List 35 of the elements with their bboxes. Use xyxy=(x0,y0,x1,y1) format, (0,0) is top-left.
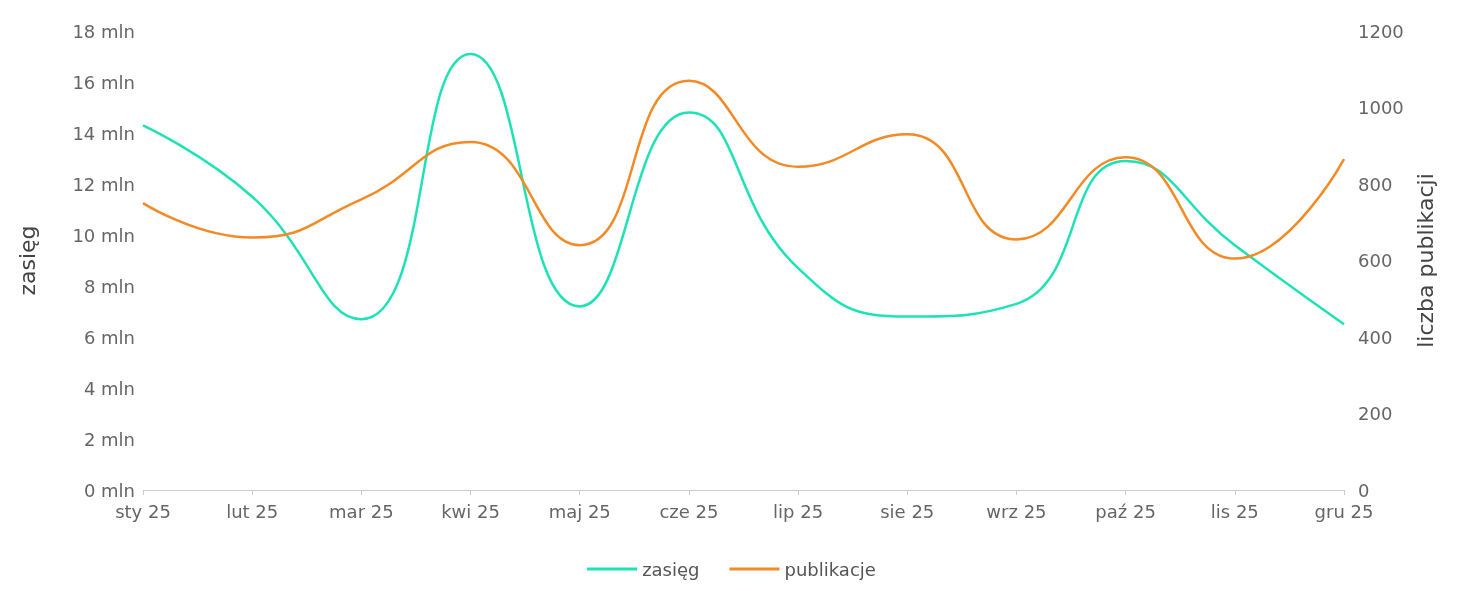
y-tick-label: 4 mln xyxy=(83,377,135,399)
y-tick-label: 2 mln xyxy=(83,428,135,450)
line-series xyxy=(141,79,1346,260)
y-tick-label: 8 mln xyxy=(83,275,135,297)
y-tick-label: 16 mln xyxy=(72,71,135,93)
x-tick-label: mar 25 xyxy=(329,500,394,522)
y-tick-label: 10 mln xyxy=(72,224,135,246)
y-tick-label: 18 mln xyxy=(72,20,135,42)
y2-axis-title: liczba publikacji xyxy=(1413,173,1439,348)
x-tick-label: lut 25 xyxy=(226,500,279,522)
x-tick-label: wrz 25 xyxy=(986,500,1047,522)
x-tick-label: cze 25 xyxy=(659,500,719,522)
y-tick-label: 6 mln xyxy=(83,326,135,348)
x-tick-label: lip 25 xyxy=(773,500,824,522)
x-tick-label: maj 25 xyxy=(548,500,611,522)
y2-tick-label: 600 xyxy=(1358,250,1393,271)
y-tick-label: 14 mln xyxy=(72,122,135,144)
x-tick-label: gru 25 xyxy=(1314,500,1374,522)
x-tick-label: kwi 25 xyxy=(441,500,500,522)
x-tick-label: sie 25 xyxy=(880,500,935,522)
legend-label: zasięg xyxy=(642,558,700,580)
x-tick-label: sty 25 xyxy=(115,500,171,522)
y2-tick-label: 400 xyxy=(1358,326,1393,348)
legend-label: publikacje xyxy=(784,558,876,580)
y2-tick-label: 1200 xyxy=(1358,20,1404,42)
y2-tick-label: 0 xyxy=(1358,479,1370,501)
y2-tick-label: 800 xyxy=(1358,173,1393,195)
line-series xyxy=(141,52,1346,326)
y2-tick-label: 200 xyxy=(1358,403,1393,424)
y-axis-title: zasięg xyxy=(14,225,40,296)
x-tick-label: paź 25 xyxy=(1095,500,1156,522)
y-tick-label: 0 mln xyxy=(83,479,135,501)
y2-tick-label: 1000 xyxy=(1358,97,1404,118)
y-tick-label: 12 mln xyxy=(72,173,135,195)
x-tick-label: lis 25 xyxy=(1210,500,1259,522)
